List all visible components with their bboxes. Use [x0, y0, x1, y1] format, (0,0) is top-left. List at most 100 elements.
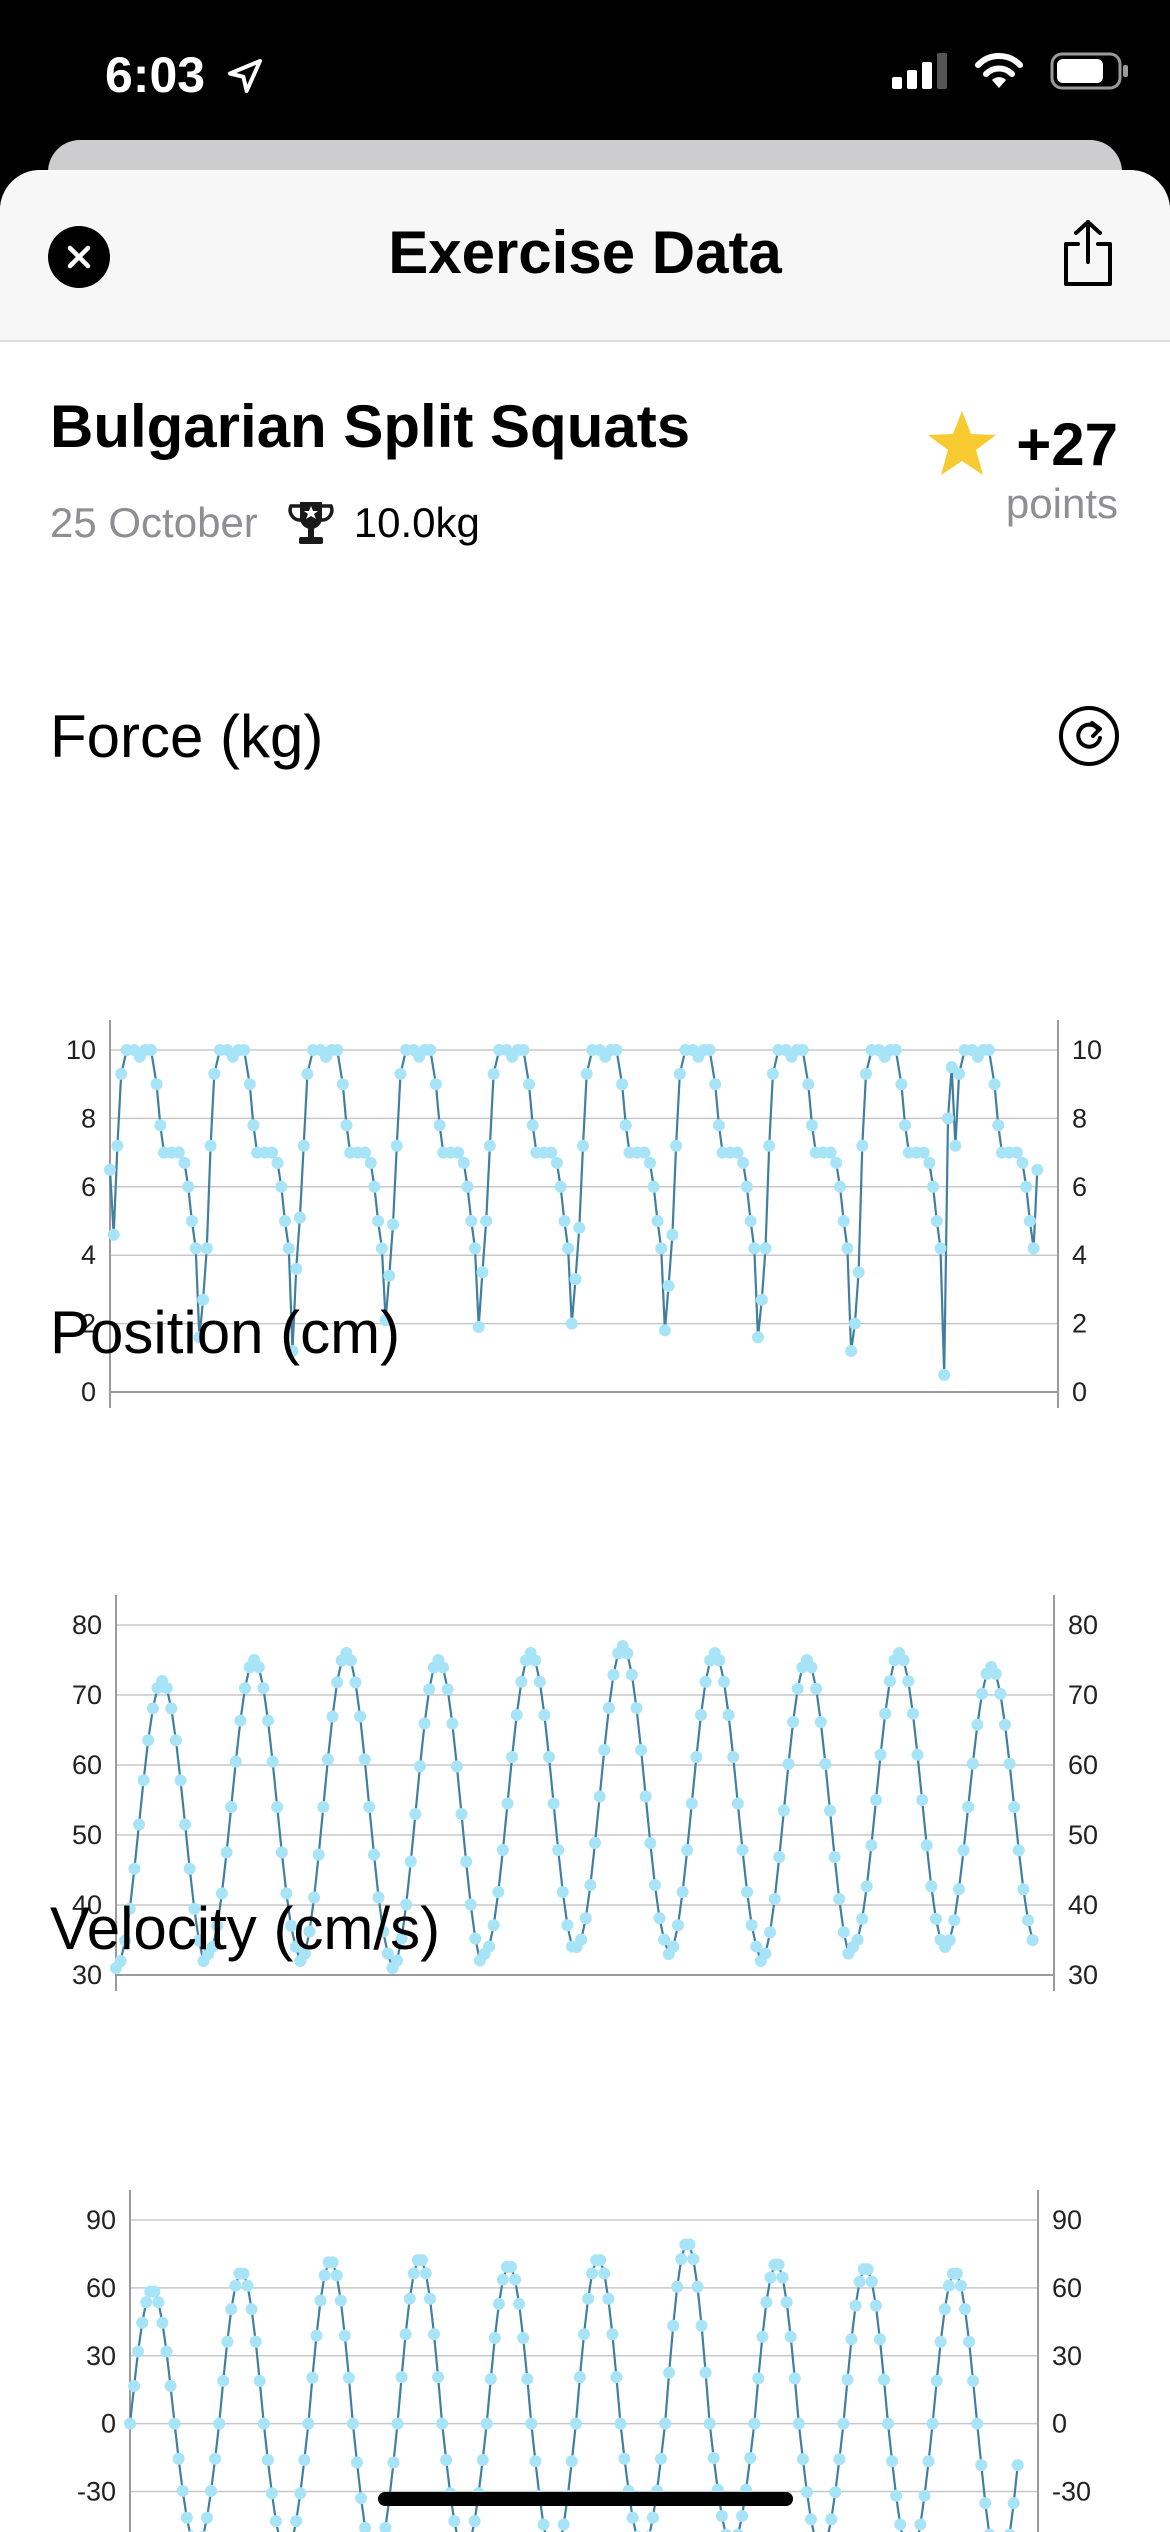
data-point: [480, 1215, 493, 1227]
y-tick-label-right: 30: [1052, 2341, 1082, 2371]
data-point: [763, 1139, 776, 1152]
data-point: [383, 1269, 396, 1282]
home-indicator[interactable]: [378, 2492, 793, 2506]
data-point: [830, 1156, 843, 1169]
data-point: [837, 1215, 850, 1227]
data-point: [297, 1139, 310, 1152]
data-point: [266, 1146, 278, 1159]
data-point: [280, 1887, 293, 1900]
data-point: [557, 2518, 570, 2531]
data-point: [290, 2515, 303, 2528]
data-point: [206, 1940, 219, 1953]
data-point: [346, 2417, 359, 2430]
data-point: [676, 1886, 689, 1898]
data-point: [556, 1886, 569, 1898]
data-point: [562, 1242, 575, 1255]
data-point: [306, 2371, 319, 2384]
data-point: [200, 1242, 213, 1255]
data-point: [709, 1078, 722, 1091]
data-point: [610, 2371, 623, 2384]
data-point: [286, 1345, 299, 1357]
data-point: [777, 1804, 790, 1817]
data-point: [825, 2513, 838, 2526]
data-point: [137, 1774, 150, 1787]
data-point: [911, 1748, 924, 1761]
data-point: [455, 1808, 468, 1820]
data-point: [718, 1675, 730, 1688]
data-point: [484, 2373, 497, 2385]
data-point: [124, 2417, 136, 2430]
data-point: [359, 1146, 372, 1159]
data-point: [658, 1933, 671, 1946]
data-point: [225, 2303, 238, 2316]
data-point: [647, 1180, 660, 1193]
data-point: [773, 1851, 786, 1863]
data-point: [845, 1345, 858, 1357]
data-point: [381, 1947, 394, 1960]
y-tick-label-right: -30: [1052, 2477, 1091, 2507]
data-point: [476, 2454, 489, 2466]
data-point: [338, 2329, 351, 2342]
data-point: [289, 1940, 302, 1953]
data-point: [209, 2452, 222, 2465]
data-point: [756, 2330, 769, 2343]
data-point: [752, 2372, 765, 2385]
data-point: [225, 1801, 238, 1813]
data-point: [1010, 1146, 1023, 1159]
status-icons: [892, 52, 1130, 90]
data-point: [672, 1919, 684, 1932]
data-point: [894, 2518, 907, 2531]
data-point: [359, 2521, 372, 2532]
data-point: [334, 2294, 347, 2307]
data-point: [950, 2267, 963, 2280]
data-point: [172, 2452, 185, 2465]
data-point: [180, 2511, 193, 2524]
data-point: [667, 2319, 680, 2332]
data-point: [1031, 1163, 1044, 1176]
data-point: [294, 2487, 307, 2500]
data-point: [301, 1067, 314, 1080]
page-title: Exercise Data: [388, 219, 782, 286]
data-point: [589, 1837, 601, 1849]
data-point: [282, 1242, 295, 1255]
data-point: [165, 1702, 178, 1715]
location-arrow-icon: [227, 59, 262, 93]
close-button[interactable]: [48, 226, 110, 288]
data-point: [662, 1280, 675, 1292]
data-point: [856, 1912, 869, 1925]
position-chart: 30 30 40 40 50 50 60 60 70 70 80 80: [72, 1595, 1098, 1991]
data-point: [942, 2279, 955, 2292]
y-tick-label-right: 40: [1068, 1890, 1098, 1920]
y-tick-label-left: 50: [72, 1820, 102, 1850]
data-point: [736, 2510, 749, 2522]
refresh-icon[interactable]: [1058, 705, 1120, 767]
data-point: [428, 2328, 440, 2341]
data-point: [128, 2380, 141, 2392]
data-point: [565, 1317, 578, 1330]
data-point: [433, 1119, 446, 1132]
share-icon[interactable]: [1058, 218, 1118, 288]
data-point: [399, 2328, 412, 2341]
y-tick-label-left: 0: [101, 2409, 116, 2439]
data-point: [178, 1156, 191, 1169]
data-point: [663, 2366, 676, 2379]
data-point: [994, 1687, 1007, 1700]
data-point: [400, 1898, 413, 1911]
data-point: [215, 1887, 228, 1900]
data-point: [257, 1682, 270, 1695]
data-point: [670, 1139, 683, 1152]
data-point: [182, 1180, 195, 1193]
data-point: [525, 2417, 538, 2430]
data-point: [802, 1078, 815, 1091]
data-point: [469, 1932, 482, 1945]
data-point: [537, 2518, 550, 2531]
data-point: [229, 2279, 242, 2292]
data-point: [805, 2513, 817, 2526]
data-point: [211, 1919, 224, 1932]
data-point: [833, 2453, 846, 2466]
y-tick-label-left: 30: [72, 1960, 102, 1990]
data-point: [776, 2271, 789, 2284]
data-point: [213, 2417, 226, 2430]
data-point: [424, 2292, 436, 2305]
data-point: [796, 1044, 809, 1056]
